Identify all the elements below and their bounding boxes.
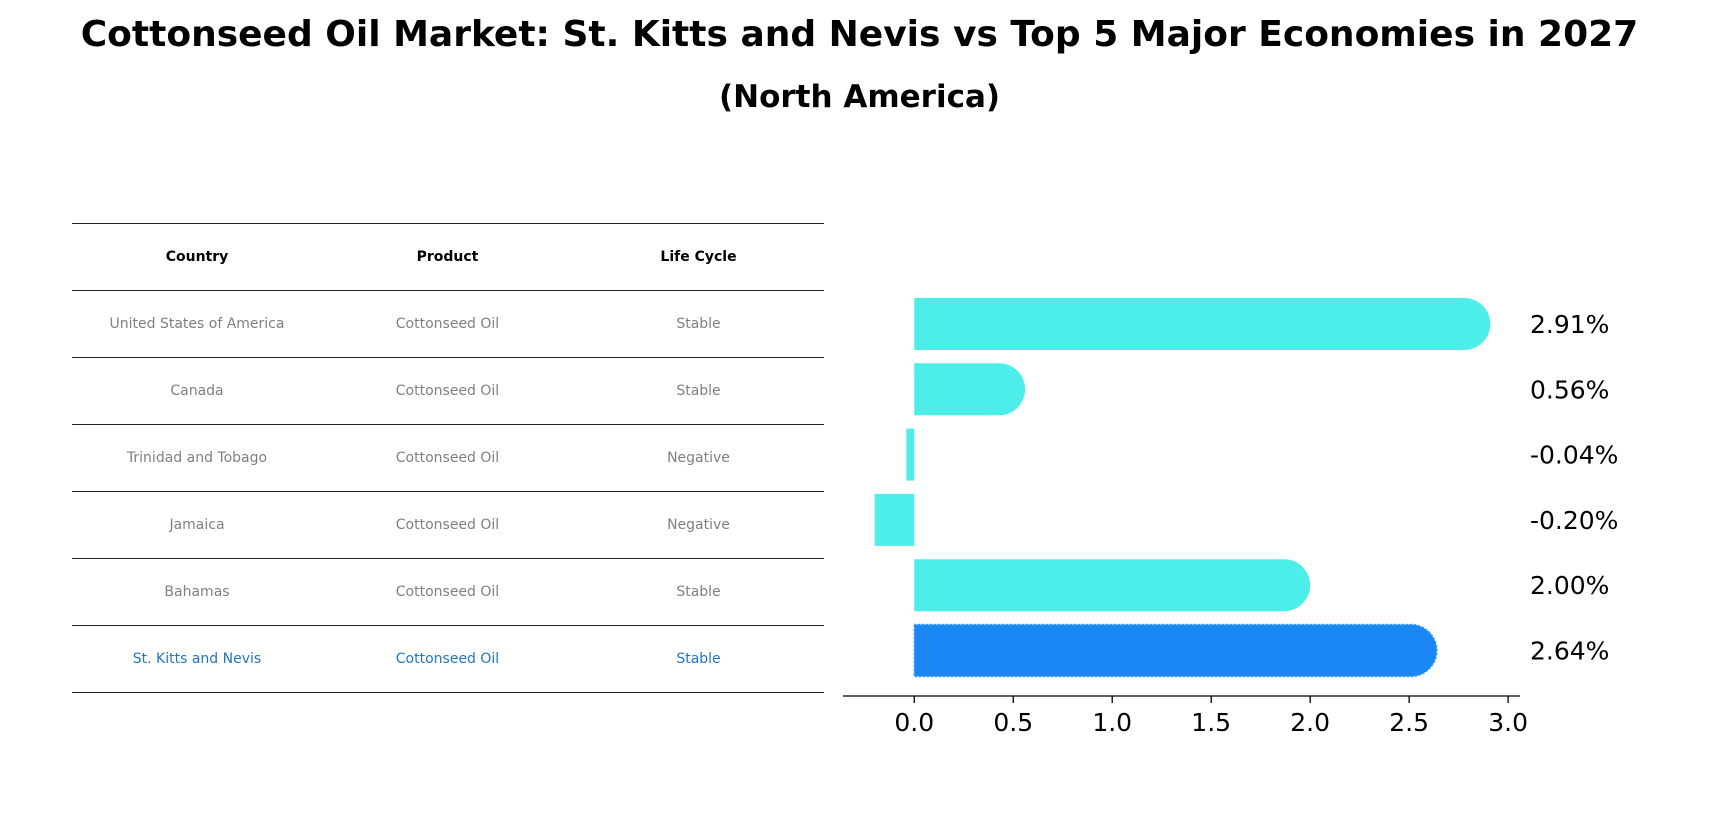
cell-country: Jamaica	[72, 491, 322, 559]
bar-highlighted	[914, 624, 1437, 677]
bar-value-label: 0.56%	[1530, 375, 1609, 404]
bar	[874, 493, 915, 546]
header-country: Country	[72, 223, 322, 291]
header-product: Product	[322, 223, 573, 291]
table-row: United States of America Cottonseed Oil …	[72, 290, 824, 358]
table-row: Bahamas Cottonseed Oil Stable	[72, 558, 824, 626]
table-row: Jamaica Cottonseed Oil Negative	[72, 491, 824, 559]
cell-product: Cottonseed Oil	[322, 424, 573, 492]
x-tick-label: 2.0	[1290, 708, 1330, 737]
bar-highlight-outline	[913, 623, 1438, 678]
cell-country: St. Kitts and Nevis	[72, 625, 322, 693]
x-tick-label: 2.5	[1389, 708, 1429, 737]
bar-value-label: 2.91%	[1530, 310, 1609, 339]
x-tick-label: 0.0	[894, 708, 934, 737]
cell-country: Bahamas	[72, 558, 322, 626]
chart-subtitle: (North America)	[718, 79, 1001, 115]
cell-country: Trinidad and Tobago	[72, 424, 322, 492]
market-table: Country Product Life Cycle United States…	[72, 223, 824, 693]
table-row: Canada Cottonseed Oil Stable	[72, 357, 824, 425]
cell-life-cycle: Negative	[573, 491, 824, 559]
cell-product: Cottonseed Oil	[322, 558, 573, 626]
cell-life-cycle: Negative	[573, 424, 824, 492]
bar-value-label: -0.20%	[1530, 506, 1618, 535]
bar-value-label: 2.64%	[1530, 637, 1609, 666]
x-tick-label: 3.0	[1488, 708, 1528, 737]
chart-title: Cottonseed Oil Market: St. Kitts and Nev…	[80, 14, 1639, 55]
cell-life-cycle: Stable	[573, 558, 824, 626]
cell-product: Cottonseed Oil	[322, 290, 573, 358]
bar	[906, 428, 915, 481]
table-row-highlighted: St. Kitts and Nevis Cottonseed Oil Stabl…	[72, 625, 824, 693]
cell-life-cycle: Stable	[573, 357, 824, 425]
cell-product: Cottonseed Oil	[322, 625, 573, 693]
header-life-cycle: Life Cycle	[573, 223, 824, 291]
cell-product: Cottonseed Oil	[322, 491, 573, 559]
bar	[914, 298, 1491, 350]
cell-life-cycle: Stable	[573, 625, 824, 693]
bar-value-label: 2.00%	[1530, 571, 1609, 600]
cell-product: Cottonseed Oil	[322, 357, 573, 425]
cell-life-cycle: Stable	[573, 290, 824, 358]
bar-value-label: -0.04%	[1530, 441, 1618, 470]
bar	[914, 559, 1311, 612]
table-row: Trinidad and Tobago Cottonseed Oil Negat…	[72, 424, 824, 492]
x-tick-label: 1.0	[1092, 708, 1132, 737]
cell-country: Canada	[72, 357, 322, 425]
bar	[914, 363, 1026, 416]
x-tick-label: 1.5	[1191, 708, 1231, 737]
cell-country: United States of America	[72, 290, 322, 358]
x-tick-label: 0.5	[993, 708, 1033, 737]
table-header-row: Country Product Life Cycle	[72, 223, 824, 291]
